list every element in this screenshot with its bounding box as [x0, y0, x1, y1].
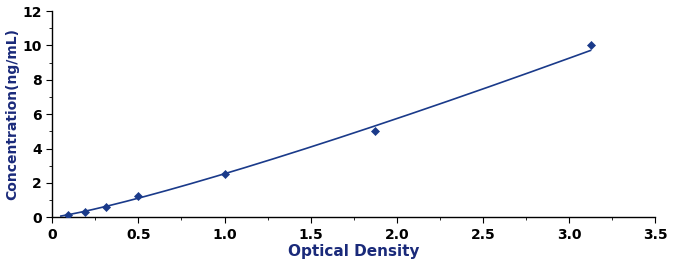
Y-axis label: Concentration(ng/mL): Concentration(ng/mL): [5, 28, 20, 200]
X-axis label: Optical Density: Optical Density: [288, 244, 419, 259]
